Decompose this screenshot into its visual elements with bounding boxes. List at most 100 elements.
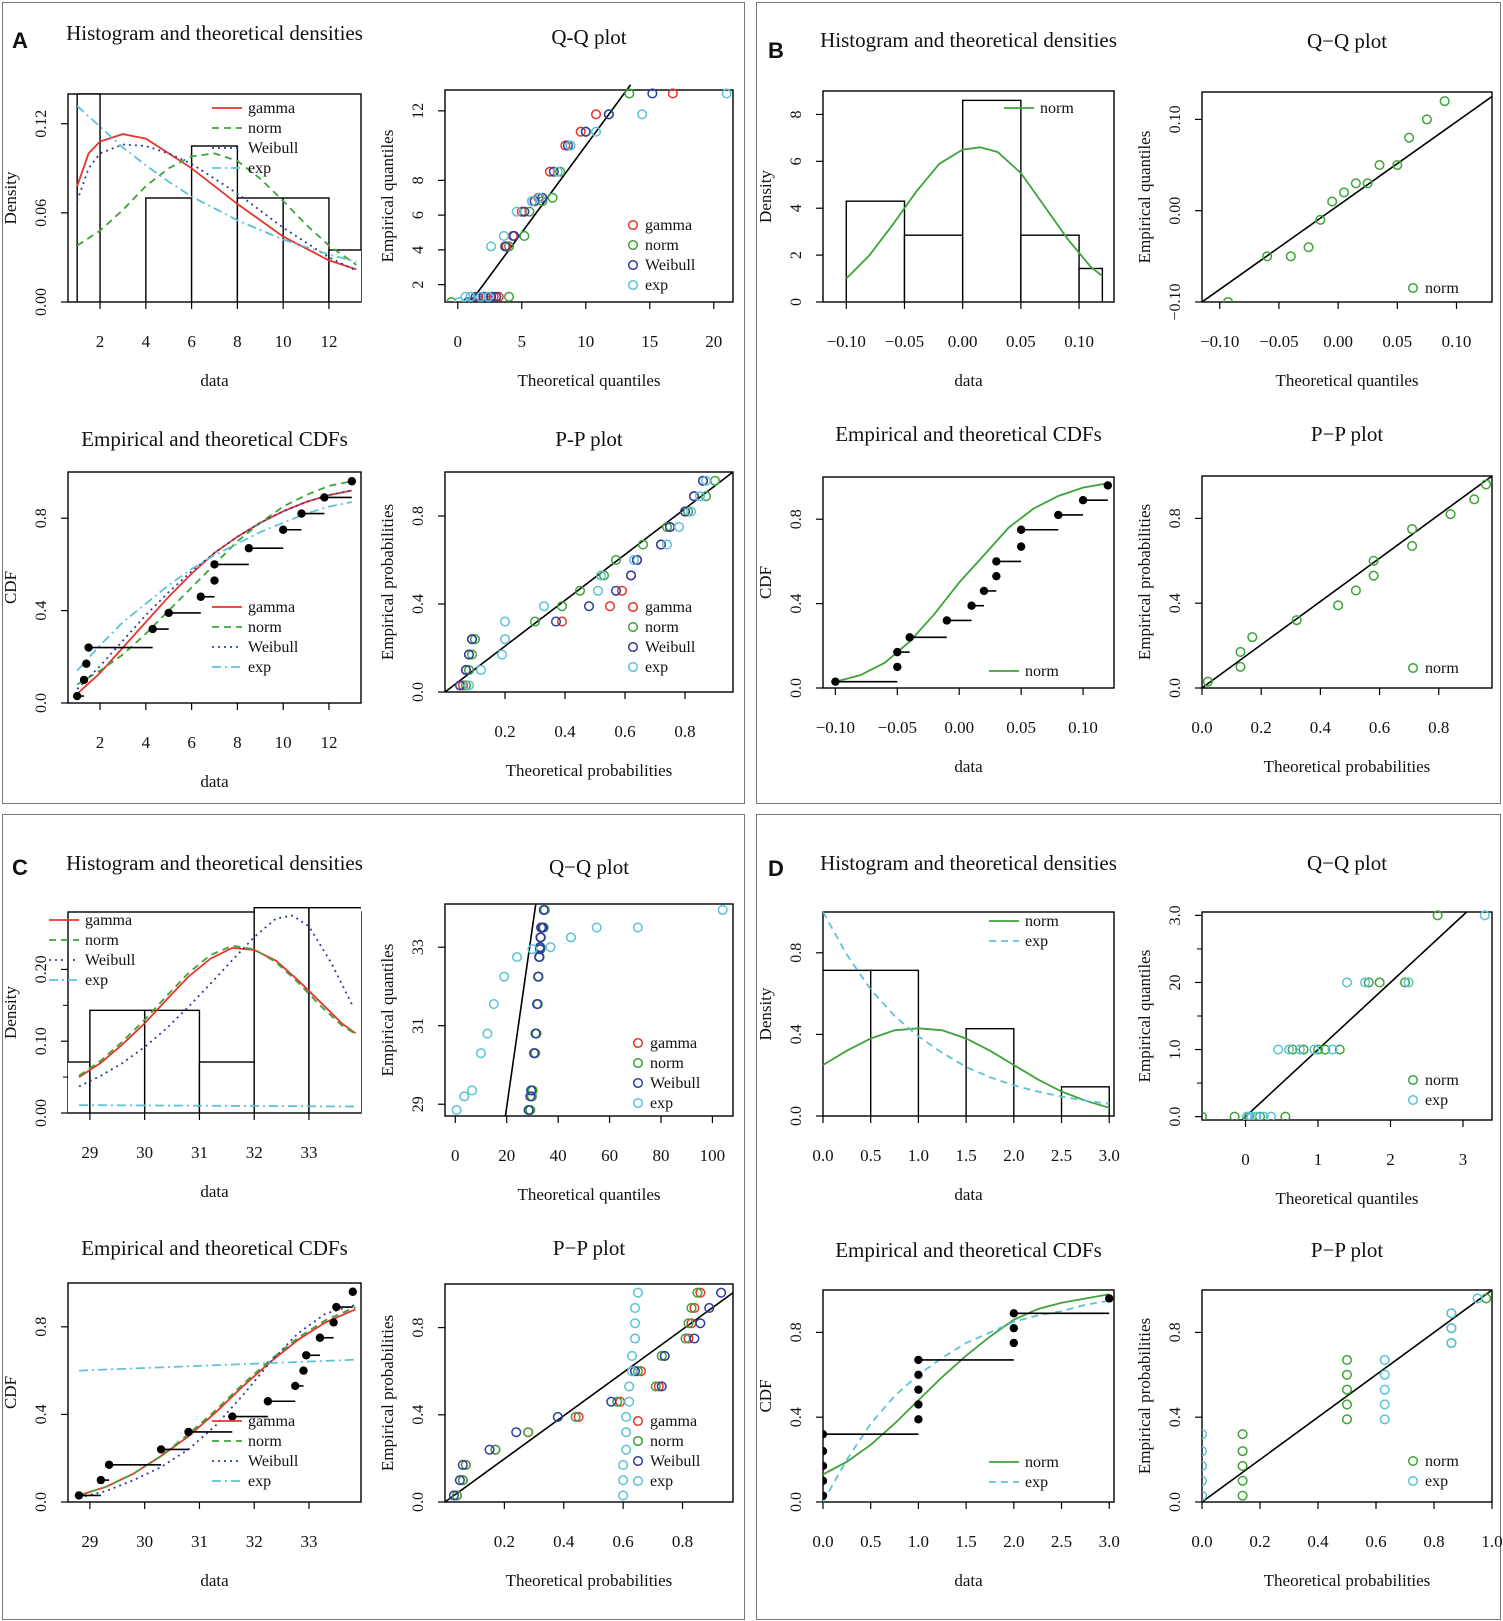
- point-exp: [454, 296, 465, 302]
- ecdf-point: [297, 509, 306, 518]
- point-norm: [1291, 615, 1302, 626]
- y-tick-label: 0.00: [1167, 197, 1184, 225]
- histogram-bar: [76, 93, 101, 302]
- point-exp: [1246, 1111, 1257, 1120]
- plot-area: [845, 99, 1104, 302]
- point-weibull: [647, 88, 658, 99]
- point-norm: [1404, 132, 1415, 143]
- legend-label: norm: [1025, 663, 1059, 680]
- y-tick-label: 0.8: [33, 1317, 50, 1337]
- point-norm: [1315, 214, 1326, 225]
- y-axis-label: Empirical probabilities: [1135, 504, 1154, 660]
- y-tick-label: −0.10: [1167, 283, 1184, 320]
- y-tick-label: 0.20: [33, 955, 50, 983]
- point-exp: [627, 1350, 638, 1361]
- x-tick-label: 0.6: [1365, 1532, 1386, 1551]
- y-tick-label: 0.4: [1167, 593, 1184, 613]
- point-weibull: [509, 230, 520, 242]
- legend-marker-weibull: [632, 1455, 644, 1467]
- legend-marker-gamma: [632, 1415, 644, 1427]
- point-exp: [590, 126, 602, 137]
- point-norm: [1481, 1293, 1492, 1304]
- point-exp: [629, 1302, 641, 1314]
- histogram-bar: [845, 200, 906, 302]
- point-weibull: [457, 1459, 468, 1470]
- point-norm: [490, 1444, 501, 1455]
- ecdf-point: [942, 616, 952, 625]
- plot-frame: [444, 89, 734, 303]
- legend-label: exp: [1025, 1474, 1048, 1491]
- point-weibull: [462, 296, 474, 302]
- point-weibull: [491, 291, 502, 302]
- ecdf-point: [823, 1461, 828, 1471]
- point-exp: [459, 1091, 470, 1102]
- point-gamma: [556, 616, 568, 627]
- point-norm: [1407, 540, 1418, 552]
- x-axis-label: Theoretical probabilities: [506, 761, 673, 780]
- ecdf-point: [905, 633, 914, 642]
- panel-label-B: B: [768, 38, 784, 63]
- x-tick-label: 31: [191, 1532, 208, 1551]
- point-weibull: [470, 291, 481, 302]
- point-exp: [621, 1444, 632, 1455]
- point-weibull: [448, 1490, 459, 1501]
- point-norm: [503, 291, 515, 302]
- point-weibull: [525, 1091, 536, 1102]
- legend-label: norm: [1425, 280, 1459, 297]
- x-tick-label: 0.5: [860, 1532, 881, 1551]
- point-exp: [1446, 1323, 1457, 1334]
- ecdf-point: [320, 493, 329, 502]
- point-norm: [637, 539, 649, 550]
- point-norm: [1439, 96, 1450, 107]
- histogram-bar: [308, 906, 361, 1113]
- point-exp: [534, 192, 545, 203]
- ecdf-point: [228, 1412, 237, 1421]
- ecdf-point: [291, 1381, 300, 1391]
- point-gamma: [575, 126, 586, 137]
- plot-frame: [822, 476, 1115, 689]
- y-tick-label: 12: [410, 103, 427, 119]
- x-tick-label: 5: [518, 332, 527, 351]
- x-tick-label: 1.0: [908, 1146, 929, 1165]
- x-tick-label: 10: [577, 332, 594, 351]
- point-norm: [1341, 1354, 1353, 1366]
- curve-norm: [845, 146, 1103, 280]
- panel-D: [756, 814, 1501, 1620]
- legend: norm exp: [989, 1454, 1059, 1491]
- histogram-bar: [145, 197, 193, 302]
- x-tick-label: 40: [550, 1146, 567, 1165]
- histogram-bar: [870, 969, 920, 1116]
- point-norm: [650, 1381, 661, 1392]
- x-tick-label: 2: [1386, 1150, 1395, 1169]
- x-axis-label: data: [200, 371, 229, 390]
- y-axis-label: CDF: [756, 1379, 775, 1412]
- legend-label: Weibull: [85, 952, 136, 969]
- point-norm: [1392, 159, 1403, 171]
- ecdf-point: [831, 677, 840, 686]
- plot-area: [68, 906, 361, 1113]
- point-exp: [475, 291, 486, 302]
- point-exp: [700, 475, 712, 486]
- curve-exp: [76, 105, 357, 263]
- legend-marker-exp: [627, 661, 639, 673]
- histogram-bar: [89, 1009, 146, 1113]
- legend-marker-norm: [627, 621, 639, 633]
- chart-title: P−P plot: [553, 1236, 626, 1260]
- legend-marker-gamma: [627, 601, 639, 613]
- point-exp: [1202, 1429, 1208, 1440]
- x-axis-label: data: [954, 757, 983, 776]
- point-exp: [475, 664, 487, 676]
- point-norm: [1368, 555, 1379, 566]
- legend-label: gamma: [645, 599, 692, 616]
- legend-label: Weibull: [248, 639, 299, 656]
- reference-line: [1202, 95, 1492, 302]
- point-exp: [1327, 1044, 1338, 1055]
- point-exp: [527, 944, 538, 955]
- legend: norm exp: [1407, 1072, 1459, 1109]
- ecdf-point: [1078, 496, 1088, 505]
- x-tick-label: 0.10: [1442, 332, 1472, 351]
- chart-b-2: Q−Q plot Theoretical quantiles Empirical q…: [1135, 29, 1493, 390]
- chart-c-3: Empirical and theoretical CDFs data CDF 29 3…: [1, 1236, 362, 1590]
- legend-label: norm: [85, 932, 119, 949]
- legend-label: Weibull: [650, 1453, 701, 1470]
